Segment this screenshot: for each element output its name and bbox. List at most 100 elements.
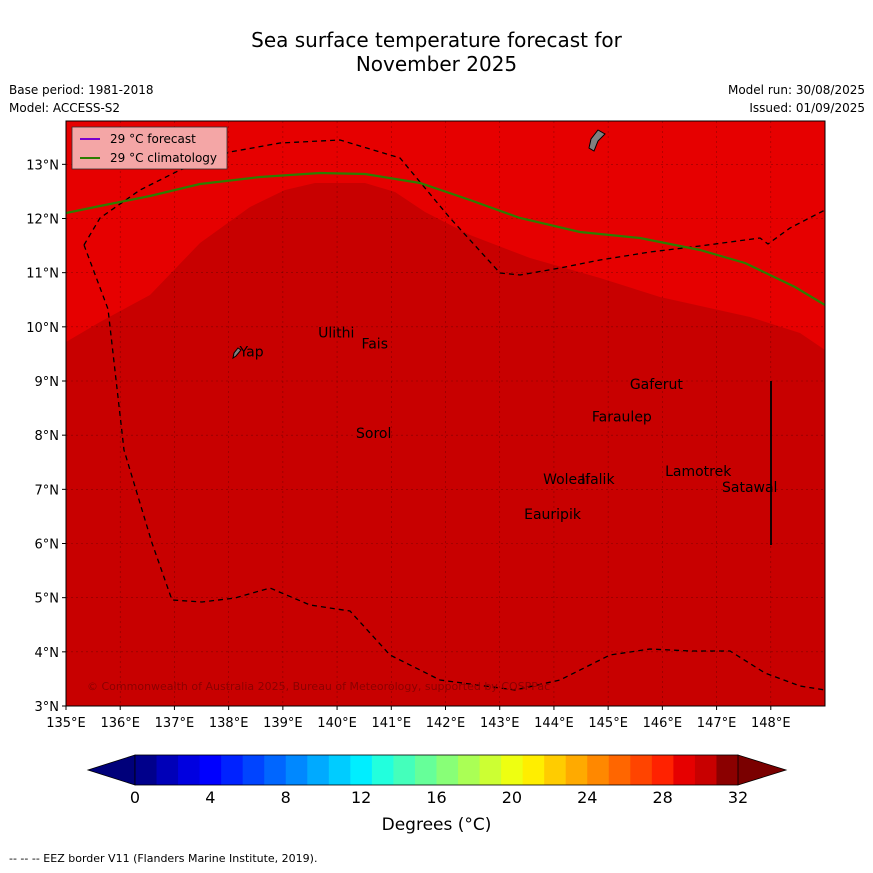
place-label: Woleai xyxy=(543,472,590,488)
model-name: Model: ACCESS-S2 xyxy=(9,101,121,115)
place-label: Eauripik xyxy=(524,507,582,523)
lat-tick-label: 6°N xyxy=(35,538,60,553)
legend-forecast-label: 29 °C forecast xyxy=(110,132,196,146)
colorbar-tick-label: 8 xyxy=(281,788,291,807)
colorbar-segment xyxy=(716,755,739,785)
colorbar-segment xyxy=(565,755,588,785)
colorbar-segment xyxy=(479,755,502,785)
place-label: Sorol xyxy=(356,426,391,442)
colorbar-segment xyxy=(199,755,222,785)
colorbar-segment xyxy=(651,755,674,785)
colorbar-segment xyxy=(156,755,179,785)
colorbar-segment xyxy=(544,755,567,785)
lat-tick-label: 3°N xyxy=(35,700,60,715)
lat-tick-label: 11°N xyxy=(26,267,59,282)
colorbar-tick-label: 28 xyxy=(652,788,672,807)
colorbar-tick-label: 24 xyxy=(577,788,597,807)
lat-tick-label: 10°N xyxy=(26,321,59,336)
yap-landmass xyxy=(232,347,242,360)
lon-tick-label: 135°E xyxy=(46,716,86,731)
title-line-1: Sea surface temperature forecast for xyxy=(251,28,622,52)
lat-tick-label: 13°N xyxy=(26,158,59,173)
colorbar-segment xyxy=(328,755,351,785)
lat-tick-label: 8°N xyxy=(35,429,60,444)
colorbar-tick-label: 16 xyxy=(426,788,446,807)
place-label: Ifalik xyxy=(581,472,615,488)
lat-tick-label: 4°N xyxy=(35,646,60,661)
lon-tick-label: 147°E xyxy=(697,716,737,731)
hot-sst-region xyxy=(66,183,825,706)
colorbar-segment xyxy=(608,755,631,785)
eez-footnote: -- -- -- EEZ border V11 (Flanders Marine… xyxy=(9,852,318,865)
colorbar-ticks: 0 4 8 12 16 20 24 28 32 xyxy=(130,788,748,807)
colorbar-segment xyxy=(242,755,265,785)
climatology-29c-line xyxy=(66,171,825,306)
colorbar-tick-label: 4 xyxy=(205,788,215,807)
lon-tick-label: 146°E xyxy=(643,716,683,731)
colorbar-segment xyxy=(178,755,201,785)
colorbar-segment xyxy=(371,755,394,785)
colorbar-segment xyxy=(673,755,696,785)
place-label: Lamotrek xyxy=(665,464,732,480)
title-line-2: November 2025 xyxy=(355,52,518,76)
guam-landmass xyxy=(588,129,606,152)
colorbar-tick-label: 32 xyxy=(728,788,748,807)
lon-tick-label: 144°E xyxy=(534,716,574,731)
lon-tick-label: 143°E xyxy=(480,716,520,731)
legend-climatology-label: 29 °C climatology xyxy=(110,151,217,165)
place-label: Ulithi xyxy=(318,326,354,342)
lat-tick-label: 12°N xyxy=(26,213,59,228)
lon-tick-label: 136°E xyxy=(100,716,140,731)
colorbar-segment xyxy=(264,755,287,785)
lat-tick-label: 9°N xyxy=(35,375,60,390)
colorbar-segment xyxy=(501,755,524,785)
place-label: Satawal xyxy=(722,480,777,496)
legend: 29 °C forecast 29 °C climatology xyxy=(71,126,228,170)
lon-tick-label: 140°E xyxy=(317,716,357,731)
lon-tick-label: 148°E xyxy=(751,716,791,731)
longitude-axis: 135°E 136°E 137°E 138°E 139°E 140°E 141°E 142°E… xyxy=(46,706,791,731)
colorbar-segment xyxy=(436,755,459,785)
colorbar-segment xyxy=(694,755,717,785)
lon-tick-label: 138°E xyxy=(209,716,249,731)
place-labels: Yap Ulithi Fais Sorol Gaferut Faraulep WoleaiI… xyxy=(238,326,777,523)
lat-tick-label: 5°N xyxy=(35,592,60,607)
lon-tick-label: 142°E xyxy=(426,716,466,731)
chart-title: Sea surface temperature forecast for Nov… xyxy=(0,28,873,76)
colorbar-segment xyxy=(221,755,244,785)
colorbar-segment xyxy=(285,755,308,785)
colorbar-segment xyxy=(307,755,330,785)
colorbar-units: Degrees (°C) xyxy=(381,815,492,835)
colorbar-tick-label: 20 xyxy=(502,788,522,807)
colorbar-max-arrow xyxy=(737,754,788,786)
colorbar-segment xyxy=(522,755,545,785)
place-label: Faraulep xyxy=(592,410,652,426)
meta-right: Model run: 30/08/2025 Issued: 01/09/2025 xyxy=(728,81,865,117)
colorbar-segment xyxy=(630,755,653,785)
colorbar-segment xyxy=(135,755,158,785)
colorbar-tick-label: 0 xyxy=(130,788,140,807)
base-period: Base period: 1981-2018 xyxy=(9,83,154,97)
lon-tick-label: 137°E xyxy=(155,716,195,731)
colorbar-segment xyxy=(350,755,373,785)
colorbar xyxy=(86,754,788,786)
place-label: Yap xyxy=(238,345,263,361)
legend-box xyxy=(71,126,228,170)
colorbar-tick-label: 12 xyxy=(351,788,371,807)
lon-tick-label: 141°E xyxy=(372,716,412,731)
place-label: Gaferut xyxy=(630,377,684,393)
place-label: Fais xyxy=(361,337,388,353)
colorbar-segment xyxy=(414,755,437,785)
latitude-axis: 3°N 4°N 5°N 6°N 7°N 8°N 9°N 10°N 11°N 12°N 13°N xyxy=(26,158,66,715)
colorbar-min-arrow xyxy=(86,754,136,786)
colorbar-segment xyxy=(393,755,416,785)
meta-left: Base period: 1981-2018 Model: ACCESS-S2 xyxy=(9,81,154,117)
colorbar-frame xyxy=(134,754,739,786)
model-run: Model run: 30/08/2025 xyxy=(727,83,865,97)
colorbar-segment xyxy=(587,755,610,785)
issued-date: Issued: 01/09/2025 xyxy=(749,101,865,115)
lat-tick-label: 7°N xyxy=(35,483,60,498)
lon-tick-label: 145°E xyxy=(588,716,628,731)
colorbar-segment xyxy=(458,755,481,785)
